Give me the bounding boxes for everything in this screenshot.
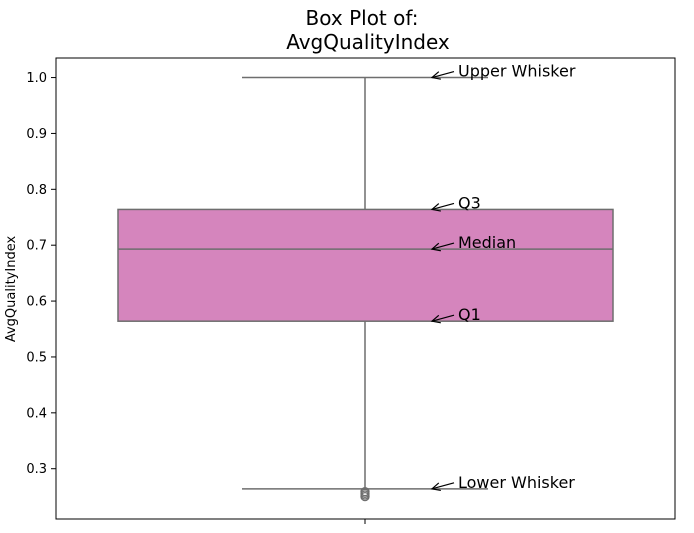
annotation-arrowhead: [430, 203, 441, 212]
annotation-arrow: [431, 242, 455, 250]
annotation-arrow: [431, 482, 455, 490]
annotations: Upper Whisker Q3 Median Q1 Lower Whisker: [430, 62, 576, 492]
y-tick-label: 0.6: [26, 295, 47, 310]
y-axis-ticks: 0.3 0.4 0.5 0.6 0.7 0.8 0.9 1.0: [26, 71, 56, 477]
annotation-arrow: [431, 202, 455, 211]
y-axis-label: AvgQualityIndex: [4, 236, 19, 343]
annotation-arrowhead: [430, 71, 441, 80]
y-tick-label: 0.9: [26, 127, 47, 142]
y-tick-label: 0.8: [26, 183, 47, 198]
iqr-box: [117, 208, 614, 322]
annotation-label: Lower Whisker: [458, 473, 575, 492]
y-tick-label: 0.4: [26, 406, 47, 421]
y-tick-label: 0.3: [26, 462, 47, 477]
y-tick-label: 1.0: [26, 71, 47, 86]
annotation-arrowhead: [430, 242, 441, 252]
chart-title-line-1: Box Plot of:: [306, 6, 419, 30]
annotation-label: Q1: [458, 305, 481, 324]
annotation-arrow: [431, 314, 455, 322]
outlier-point: [360, 486, 370, 497]
y-tick-label: 0.5: [26, 350, 47, 365]
annotation-arrow: [431, 70, 455, 79]
annotation-label: Upper Whisker: [458, 62, 576, 81]
y-tick-label: 0.7: [26, 239, 47, 254]
plot-area: [117, 76, 614, 502]
annotation-label: Q3: [458, 193, 481, 212]
annotation-label: Median: [458, 233, 516, 252]
chart-title-line-2: AvgQualityIndex: [286, 30, 450, 54]
annotation-arrowhead: [430, 314, 441, 324]
annotation-arrowhead: [430, 482, 441, 492]
